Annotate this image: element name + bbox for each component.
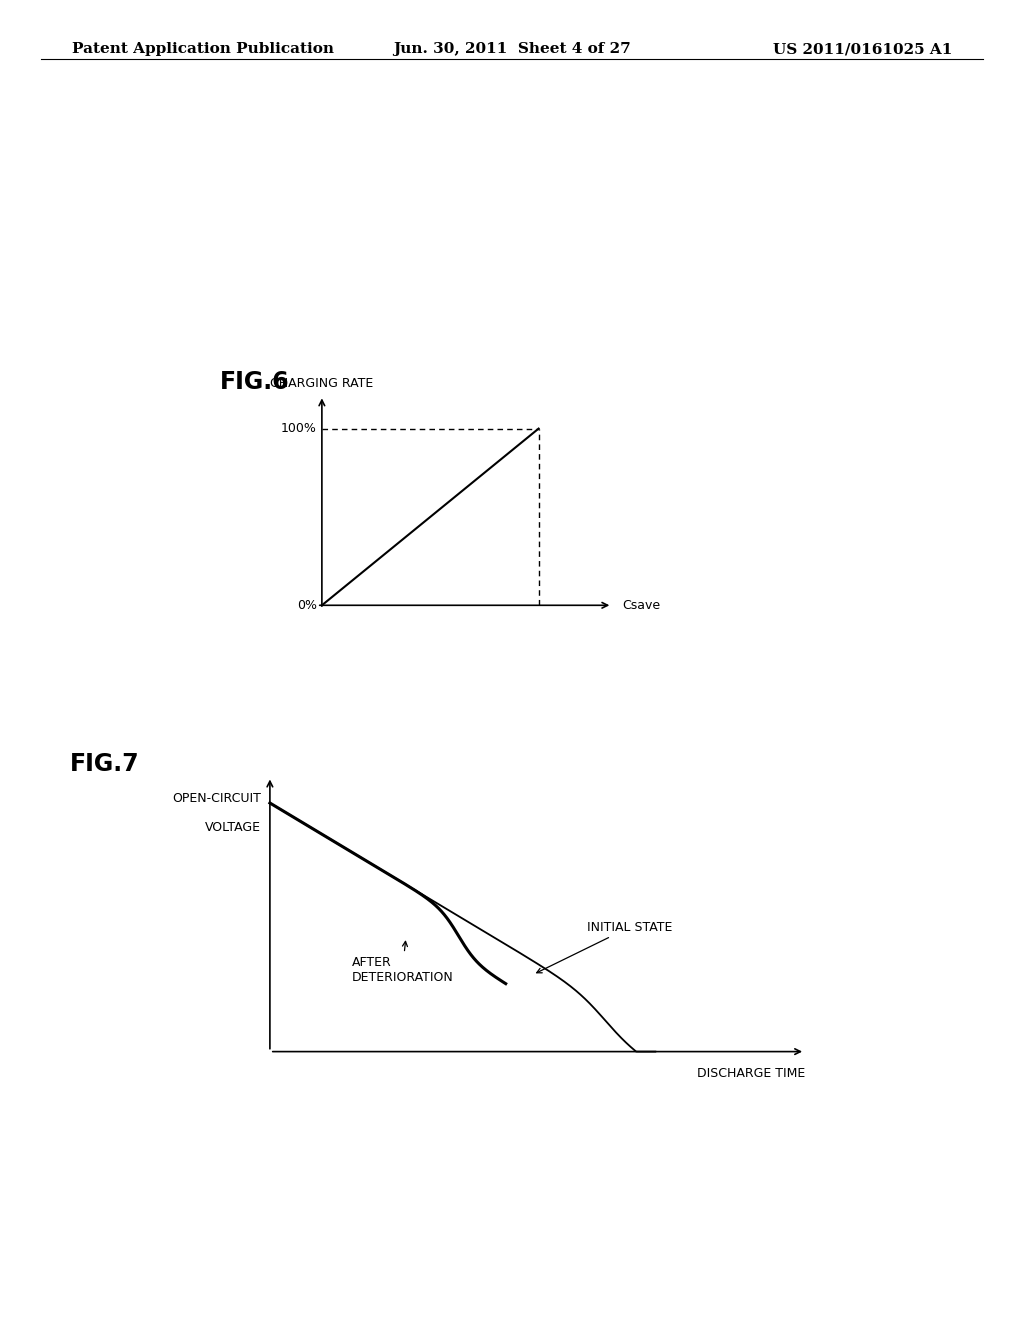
Text: OPEN-CIRCUIT: OPEN-CIRCUIT bbox=[172, 792, 261, 805]
Text: 100%: 100% bbox=[281, 422, 316, 436]
Text: Patent Application Publication: Patent Application Publication bbox=[72, 42, 334, 57]
Text: DISCHARGE TIME: DISCHARGE TIME bbox=[696, 1067, 805, 1080]
Text: INITIAL STATE: INITIAL STATE bbox=[537, 920, 673, 973]
Text: 0%: 0% bbox=[297, 599, 316, 611]
Text: FIG.6: FIG.6 bbox=[220, 370, 290, 393]
Text: CHARGING RATE: CHARGING RATE bbox=[270, 378, 374, 389]
Text: Csave: Csave bbox=[623, 599, 660, 611]
Text: AFTER
DETERIORATION: AFTER DETERIORATION bbox=[351, 941, 454, 985]
Text: Jun. 30, 2011  Sheet 4 of 27: Jun. 30, 2011 Sheet 4 of 27 bbox=[393, 42, 631, 57]
Text: FIG.7: FIG.7 bbox=[70, 752, 139, 776]
Text: US 2011/0161025 A1: US 2011/0161025 A1 bbox=[773, 42, 952, 57]
Text: VOLTAGE: VOLTAGE bbox=[205, 821, 261, 834]
